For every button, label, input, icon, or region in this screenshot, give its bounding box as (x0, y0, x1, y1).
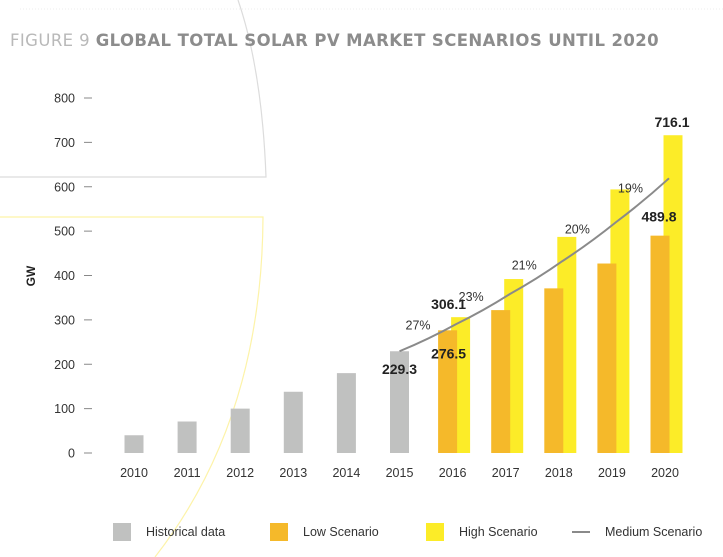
x-tick-label: 2013 (279, 466, 307, 480)
data-value-label: 489.8 (641, 209, 676, 225)
bar-low-scenario (597, 263, 617, 453)
x-tick-label: 2014 (332, 466, 360, 480)
y-tick-label: 700 (54, 136, 75, 150)
medium-scenario-line (399, 177, 670, 353)
data-value-label: 716.1 (654, 114, 689, 130)
y-tick-label: 300 (54, 313, 75, 327)
bar-historical (230, 408, 250, 453)
legend-label-high: High Scenario (459, 525, 538, 539)
growth-rate-label: 21% (512, 258, 537, 272)
data-value-label: 306.1 (431, 296, 466, 312)
data-labels: 27% 23% 21% 20% 19% 229.3 276.5 306.1 489.8 716.1 (382, 114, 690, 377)
bars (124, 135, 683, 453)
growth-rate-label: 20% (565, 223, 590, 237)
legend-item-low: Low Scenario (270, 522, 379, 542)
y-tick-label: 500 (54, 225, 75, 239)
x-tick-label: 2012 (226, 466, 254, 480)
bar-low-scenario (491, 310, 511, 453)
y-axis-title: GW (24, 265, 38, 286)
bar-historical (124, 435, 144, 453)
x-tick-label: 2011 (174, 466, 201, 480)
medium-scenario-series (399, 177, 670, 353)
y-axis: 0 100 200 300 400 500 600 700 800 (54, 92, 92, 461)
figure-heading: GLOBAL TOTAL SOLAR PV MARKET SCENARIOS U… (95, 31, 660, 50)
legend-item-historical: Historical data (113, 522, 225, 542)
data-value-label: 276.5 (431, 345, 466, 361)
bar-historical (283, 391, 303, 453)
bar-low-scenario (438, 330, 458, 453)
legend-label-historical: Historical data (146, 525, 226, 539)
y-tick-label: 600 (54, 180, 75, 194)
y-tick-label: 100 (54, 402, 75, 416)
figure-number: FIGURE 9 (10, 31, 91, 50)
x-tick-label: 2010 (120, 466, 148, 480)
figure-title: FIGURE 9 GLOBAL TOTAL SOLAR PV MARKET SC… (10, 31, 659, 50)
x-tick-label: 2016 (439, 466, 467, 480)
legend-label-low: Low Scenario (303, 525, 379, 539)
legend: Historical data Low Scenario High Scenar… (0, 522, 723, 542)
growth-rate-label: 27% (406, 319, 431, 333)
decorative-yellow-curve (0, 216, 264, 557)
y-tick-label: 200 (54, 358, 75, 372)
growth-rate-label: 23% (459, 290, 484, 304)
x-tick-label: 2017 (492, 466, 520, 480)
legend-item-medium: Medium Scenario (572, 522, 702, 542)
legend-label-medium: Medium Scenario (605, 525, 703, 539)
legend-swatch-high (426, 523, 444, 541)
bar-historical (177, 421, 197, 453)
legend-item-high: High Scenario (426, 522, 538, 542)
y-tick-label: 0 (68, 447, 75, 461)
decorative-gray-curve (0, 0, 267, 178)
y-tick-label: 800 (54, 92, 75, 106)
x-tick-label: 2018 (545, 466, 573, 480)
legend-swatch-medium (572, 531, 590, 533)
bar-historical (336, 373, 356, 453)
bar-historical (390, 351, 409, 453)
x-tick-label: 2020 (651, 466, 679, 480)
growth-rate-label: 19% (618, 181, 643, 195)
legend-swatch-historical (113, 523, 131, 541)
legend-swatch-low (270, 523, 288, 541)
x-axis: 2010 2011 2012 2013 2014 2015 2016 2017 2018 2019… (120, 466, 679, 480)
bar-low-scenario (650, 235, 670, 453)
y-tick-label: 400 (54, 269, 75, 283)
bar-low-scenario (544, 288, 564, 453)
x-tick-label: 2015 (386, 466, 414, 480)
x-tick-label: 2019 (598, 466, 626, 480)
data-value-label: 229.3 (382, 361, 417, 377)
